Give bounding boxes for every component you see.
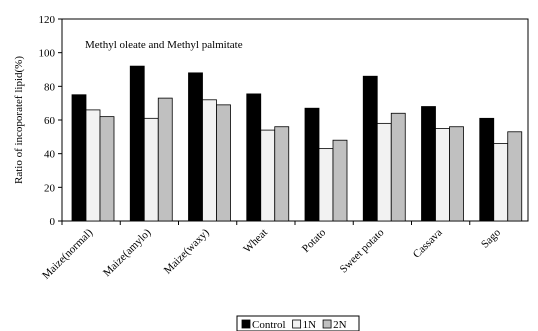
y-tick-label: 40 [44, 149, 56, 161]
bar-2n-4 [332, 139, 348, 222]
x-tick-label: Maize(waxy) [162, 226, 212, 276]
bar-control-7 [479, 117, 495, 222]
y-tick-label: 0 [50, 216, 56, 228]
bar-2n-0 [99, 116, 115, 222]
bar-1n-7 [493, 143, 509, 222]
bar-control-6 [421, 106, 436, 222]
bar-1n-0 [85, 109, 101, 222]
plot-area: 0 20 40 60 80 100 120 Maize(normal) Maize(amylo)… [39, 14, 529, 282]
x-tick-label: Maize(normal) [40, 226, 95, 281]
bar-control-4 [304, 107, 320, 222]
bar-2n-7 [507, 131, 523, 222]
legend-label-2n: 2N [333, 319, 347, 331]
bar-control-1 [129, 65, 145, 222]
bar-2n-3 [274, 126, 290, 222]
bar-control-5 [362, 75, 378, 222]
bar-1n-6 [435, 128, 450, 222]
legend: Control 1N 2N [236, 315, 360, 331]
bar-1n-3 [260, 129, 276, 222]
x-tick-label: Wheat [241, 227, 270, 256]
bar-control-2 [188, 72, 203, 222]
bar-control-3 [246, 93, 262, 222]
y-tick-label: 80 [44, 81, 56, 93]
bar-1n-5 [376, 122, 392, 222]
bar-2n-2 [216, 104, 231, 222]
bar-control-0 [71, 94, 87, 222]
x-tick-label: Potato [300, 226, 329, 255]
y-axis-title: Ratio of incoporatef lipid(%) [13, 56, 25, 184]
y-tick-label: 100 [39, 48, 56, 60]
bar-1n-1 [143, 117, 159, 222]
legend-swatch-1n [292, 319, 302, 329]
bar-1n-2 [202, 99, 217, 222]
y-tick-label: 120 [39, 14, 56, 26]
legend-swatch-2n [322, 319, 332, 329]
bar-1n-4 [318, 148, 334, 222]
bar-2n-6 [449, 126, 464, 222]
y-tick-label: 60 [44, 115, 56, 127]
x-tick-label: Sweet potato [338, 226, 387, 275]
bar-2n-5 [390, 112, 406, 222]
x-tick-label: Maize(amylo) [101, 226, 154, 279]
chart-annotation: Methyl oleate and Methyl palmitate [85, 39, 243, 51]
legend-swatch-control [241, 319, 251, 329]
x-tick-label: Cassava [411, 227, 445, 261]
x-tick-label: Sago [479, 226, 503, 250]
y-tick-label: 20 [44, 182, 56, 194]
bar-2n-1 [157, 97, 173, 222]
legend-label-1n: 1N [303, 319, 317, 331]
legend-label-control: Control [252, 319, 286, 331]
